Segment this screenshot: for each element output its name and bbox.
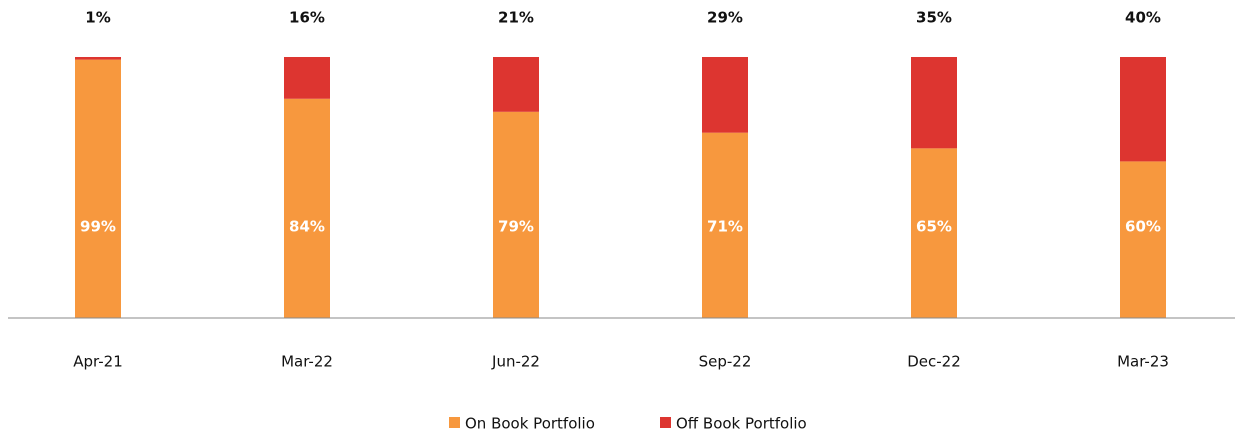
data-label: 99% — [80, 218, 116, 236]
x-tick-label: Mar-23 — [1117, 353, 1169, 371]
data-label: 16% — [289, 9, 325, 27]
bar-segment — [284, 98, 330, 318]
bar-segment — [1120, 57, 1166, 162]
bar-segment — [75, 57, 121, 60]
data-label: 71% — [707, 218, 743, 236]
data-label: 65% — [916, 218, 952, 236]
x-tick-label: Mar-22 — [281, 353, 333, 371]
legend-swatch — [660, 417, 671, 428]
bar-segment — [75, 59, 121, 319]
data-label: 35% — [916, 9, 952, 27]
data-label: 1% — [85, 9, 110, 27]
x-tick-label: Apr-21 — [73, 353, 123, 371]
bar-segment — [911, 148, 957, 318]
bar-segment — [702, 57, 748, 133]
bar-segment — [911, 57, 957, 149]
bar-segment — [702, 132, 748, 318]
legend-label: On Book Portfolio — [465, 415, 595, 433]
data-label: 21% — [498, 9, 534, 27]
bar-segment — [493, 111, 539, 318]
legend-label: Off Book Portfolio — [676, 415, 807, 433]
bar-segment — [493, 57, 539, 112]
data-label: 84% — [289, 218, 325, 236]
bar-segment — [1120, 161, 1166, 318]
data-label: 79% — [498, 218, 534, 236]
x-tick-label: Dec-22 — [907, 353, 961, 371]
data-label: 40% — [1125, 9, 1161, 27]
data-label: 60% — [1125, 218, 1161, 236]
x-tick-label: Sep-22 — [699, 353, 752, 371]
legend-swatch — [449, 417, 460, 428]
data-label: 29% — [707, 9, 743, 27]
bar-segment — [284, 57, 330, 99]
x-tick-label: Jun-22 — [491, 353, 540, 371]
